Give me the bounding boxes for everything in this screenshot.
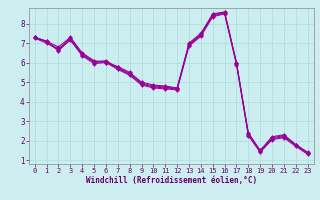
X-axis label: Windchill (Refroidissement éolien,°C): Windchill (Refroidissement éolien,°C) [86, 176, 257, 185]
